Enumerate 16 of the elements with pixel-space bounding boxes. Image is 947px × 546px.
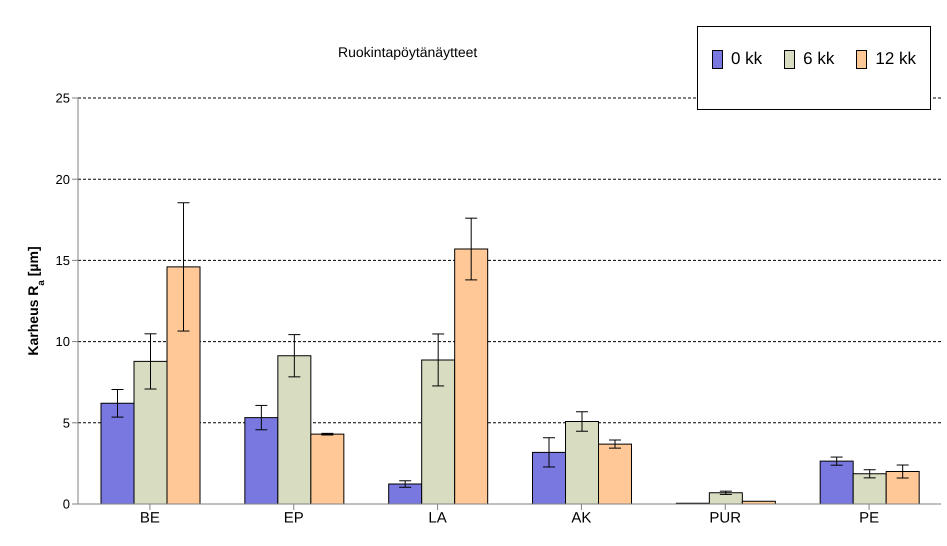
x-tick-label: AK: [571, 510, 592, 527]
x-tick-label: PUR: [709, 510, 742, 527]
y-tick-label: 15: [56, 253, 70, 268]
legend-label: 6 kk: [803, 49, 834, 69]
y-tick-label: 25: [56, 90, 70, 106]
legend-label: 0 kk: [730, 49, 762, 69]
x-tick-label: BE: [140, 510, 160, 527]
legend-label: 12 kk: [875, 49, 916, 69]
chart-title: Ruokintapöytänäytteet: [338, 44, 478, 60]
x-tick-label: EP: [284, 510, 304, 527]
y-tick-label: 5: [62, 415, 70, 430]
x-tick-label: LA: [428, 510, 447, 527]
x-tick-label: PE: [859, 510, 880, 527]
y-tick-label: 20: [56, 172, 70, 187]
y-tick-label: 10: [56, 334, 70, 350]
y-tick-label: 0: [62, 496, 70, 512]
